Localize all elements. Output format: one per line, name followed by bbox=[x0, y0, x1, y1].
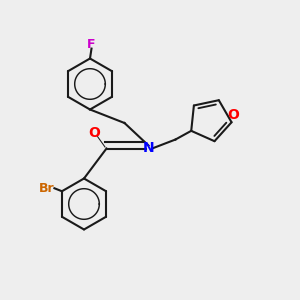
Text: O: O bbox=[88, 127, 101, 140]
Text: F: F bbox=[87, 38, 96, 52]
Text: Br: Br bbox=[39, 182, 55, 195]
Text: O: O bbox=[227, 108, 239, 122]
Text: N: N bbox=[143, 142, 154, 155]
